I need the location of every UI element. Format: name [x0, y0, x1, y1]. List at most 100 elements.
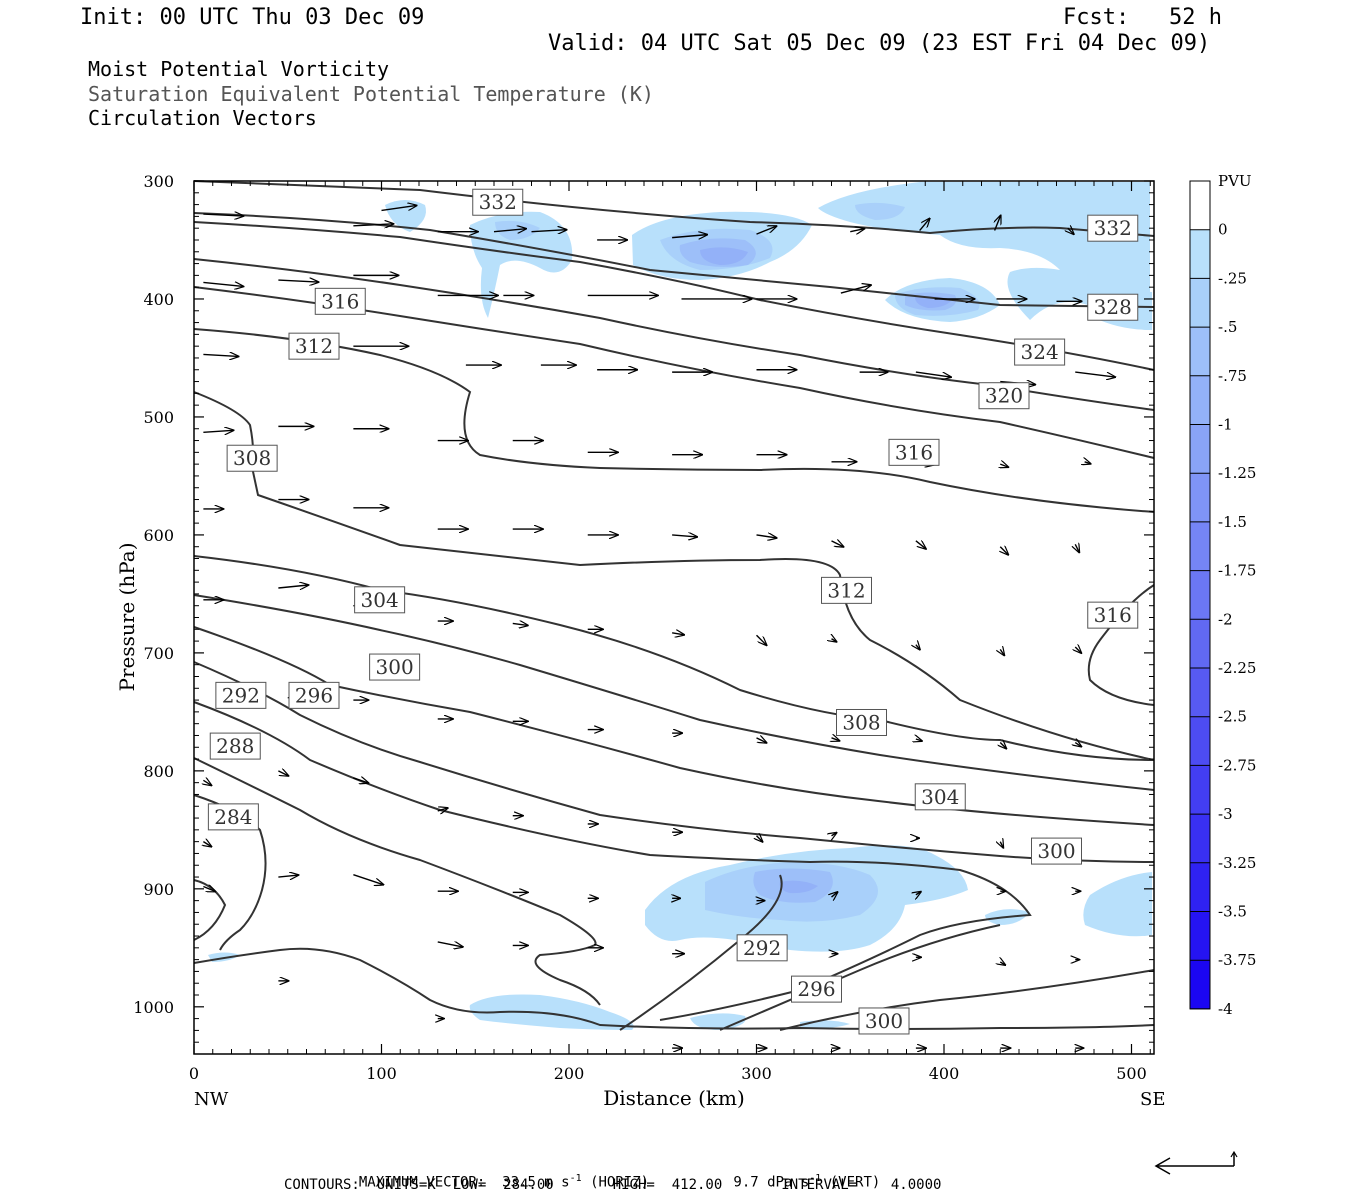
contour-label-6: 312 — [288, 332, 340, 360]
theta-es-contour-11 — [193, 701, 1032, 1021]
circulation-vector-10 — [919, 219, 930, 231]
contour-label-text: 284 — [214, 805, 252, 829]
field-title-mpv: Moist Potential Vorticity — [88, 57, 390, 81]
max-horiz-unit: (HORIZ) — [590, 1174, 650, 1191]
contour-label-box — [1087, 214, 1139, 242]
contour-label-text: 316 — [321, 289, 359, 313]
contour-label-box — [978, 382, 1030, 410]
x-tick-label-3: 300 — [741, 1064, 772, 1083]
theta-es-contour-15 — [193, 947, 1155, 1030]
pv-shading — [208, 182, 1152, 1030]
x-tick-label-0: 0 — [189, 1064, 199, 1083]
pv-region-23 — [779, 880, 818, 894]
circulation-vector-33 — [915, 371, 951, 377]
contour-label-text: 304 — [921, 785, 959, 809]
contour-label-text: 292 — [743, 936, 781, 960]
contour-label-16: 308 — [836, 708, 887, 736]
theta-es-contour-10 — [193, 661, 1155, 863]
contour-label-box — [354, 586, 406, 614]
contour-label-box — [226, 444, 278, 472]
theta-es-contour-0 — [193, 180, 1155, 237]
circulation-vector-7 — [672, 235, 707, 238]
contour-label-22: 300 — [858, 1007, 910, 1035]
theta-es-contour-9 — [193, 626, 1155, 826]
y-tick-label-2: 500 — [143, 408, 174, 427]
contour-label-box — [791, 975, 842, 1003]
circulation-vector-4 — [493, 229, 526, 232]
contour-label-21: 296 — [791, 975, 842, 1003]
contour-label-box — [1087, 293, 1139, 321]
colorbar-label-1: -.25 — [1218, 269, 1247, 287]
contour-label-text: 296 — [797, 977, 835, 1001]
contour-label-5: 316 — [314, 287, 366, 315]
contour-label-box — [314, 287, 366, 315]
colorbar-label-2: -.5 — [1218, 318, 1237, 336]
circulation-vector-36 — [203, 430, 233, 432]
circulation-vector-95 — [203, 842, 211, 847]
field-title-vectors: Circulation Vectors — [88, 106, 317, 130]
colorbar-swatch-4 — [1190, 375, 1210, 425]
circulation-vector-90 — [757, 836, 763, 842]
colorbar-swatch-5 — [1190, 424, 1210, 474]
colorbar-label-11: -2.75 — [1218, 756, 1256, 774]
contour-label-text: 316 — [895, 440, 933, 464]
colorbar-label-6: -1.5 — [1218, 513, 1247, 531]
forecast-hour: Fcst: 52 h — [1063, 5, 1222, 30]
theta-es-contour-5 — [193, 328, 1155, 513]
contour-label-2: 328 — [1087, 293, 1139, 321]
contour-label-20: 292 — [736, 934, 788, 962]
contour-label-box — [472, 188, 524, 216]
footer-max-vector: MAXIMUM VECTOR: 33.5 m s-1 (HORIZ) 9.7 d… — [342, 1160, 880, 1190]
circulation-vector-85 — [353, 778, 368, 783]
axis-ticks: 0 100 200 300 400 500 300 400 500 600 700 800 900 100… — [133, 172, 1154, 1083]
contour-label-text: 296 — [295, 683, 333, 707]
contour-label-13: 292 — [215, 681, 267, 709]
circulation-vector-107 — [203, 886, 215, 891]
contour-label-text: 316 — [1094, 603, 1132, 627]
pv-region-15 — [855, 202, 905, 220]
contour-label-8: 308 — [226, 444, 278, 472]
contour-label-box — [369, 653, 421, 681]
contour-label-text: 304 — [361, 588, 399, 612]
y-tick-label-3: 600 — [143, 526, 174, 545]
contour-label-box — [1031, 837, 1082, 865]
x-tick-label-4: 400 — [929, 1064, 960, 1083]
circulation-vector-8 — [756, 226, 777, 235]
y-tick-label-6: 900 — [143, 880, 174, 899]
contour-label-box — [288, 681, 340, 709]
colorbar-swatch-0 — [1190, 181, 1210, 230]
theta-es-contour-8 — [193, 594, 1155, 791]
reference-vector-arrow — [1154, 1150, 1238, 1175]
circulation-vector-58 — [1000, 547, 1008, 555]
circulation-vector-9 — [850, 229, 864, 232]
contour-label-text: 328 — [1094, 295, 1132, 319]
theta-es-contour-18 — [779, 969, 1155, 1031]
circulation-vector-13 — [203, 282, 243, 286]
contour-label-text: 332 — [1094, 216, 1132, 240]
contour-label-11: 304 — [354, 586, 406, 614]
contour-label-text: 324 — [1021, 340, 1059, 364]
circulation-vector-12 — [1068, 228, 1074, 234]
contour-label-box — [914, 783, 966, 811]
colorbar-swatch-2 — [1190, 278, 1210, 328]
circulation-vector-96 — [278, 875, 298, 877]
contour-label-box — [836, 708, 887, 736]
max-horiz-value: 33.5 m s — [502, 1174, 570, 1191]
colorbar-label-5: -1.25 — [1218, 464, 1256, 482]
circulation-vector-115 — [1000, 962, 1005, 965]
circulation-vector-83 — [203, 780, 211, 785]
contour-label-box — [288, 332, 340, 360]
x-end-right: SE — [1140, 1089, 1165, 1110]
circulation-vector-21 — [840, 285, 871, 294]
colorbar-swatch-16 — [1190, 960, 1210, 1009]
circulation-vector-82 — [1075, 743, 1081, 747]
circulation-vector-84 — [278, 771, 288, 776]
y-tick-label-5: 800 — [143, 762, 174, 781]
contour-label-9: 312 — [821, 576, 872, 604]
contour-label-text: 300 — [865, 1009, 903, 1033]
contour-labels: 332 332 328 324 320 316 312 316 308 312 316 304 300 2… — [207, 188, 1139, 1035]
circulation-vector-59 — [1075, 544, 1079, 552]
pv-region-1 — [470, 211, 573, 318]
horiz-exponent: -1 — [569, 1173, 582, 1184]
field-title-theta-es: Saturation Equivalent Potential Temperat… — [88, 82, 654, 106]
